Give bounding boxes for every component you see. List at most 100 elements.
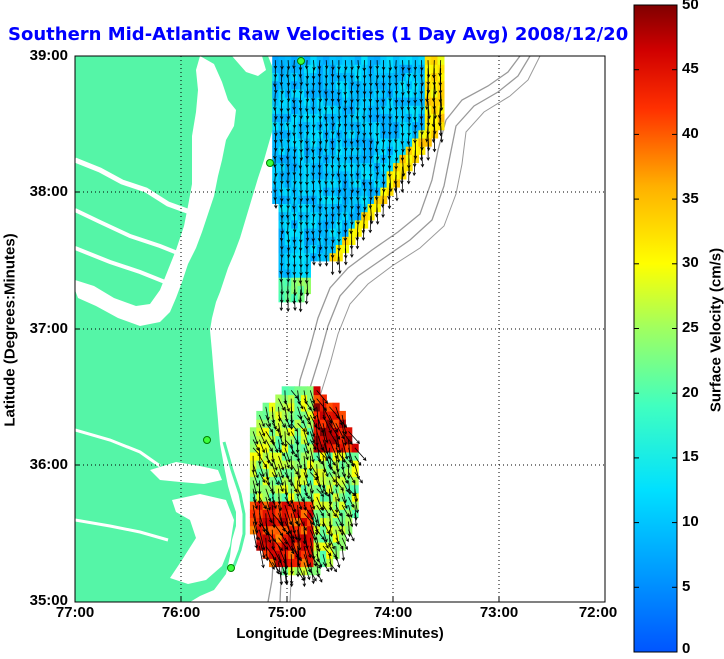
velocity-vector [330,133,335,145]
velocity-vector [258,505,262,528]
velocity-vector [279,133,284,143]
velocity-vector [290,422,298,432]
velocity-vector [413,84,418,97]
velocity-vector [375,92,380,104]
velocity-vector [369,76,373,87]
velocity-vector [298,117,303,128]
velocity-vector [368,68,373,78]
velocity-vector [330,109,335,121]
velocity-vector [350,215,354,226]
velocity-vector [265,431,274,444]
velocity-vector [328,488,333,506]
velocity-vector [284,406,289,423]
velocity-vector [286,232,291,244]
velocity-vector [321,472,326,489]
velocity-vector [284,455,290,469]
velocity-vector [380,191,385,208]
velocity-vector [431,125,436,143]
velocity-vector [381,133,386,144]
velocity-vector [321,496,325,511]
velocity-vectors [251,60,444,588]
velocity-vector [316,562,320,578]
colorbar-tick-label: 35 [682,190,699,207]
velocity-vector [305,133,309,145]
velocity-vector [304,289,309,305]
velocity-vector [259,455,267,469]
velocity-vector [317,100,322,113]
velocity-vector [420,125,424,136]
velocity-cell [304,56,311,65]
velocity-vector [334,545,339,561]
velocity-vector [252,439,260,452]
velocity-vector [322,545,332,557]
velocity-vector [341,504,350,518]
velocity-vector [343,191,347,201]
velocity-vector [324,232,328,243]
velocity-vector [286,166,291,177]
velocity-vector [350,182,354,194]
velocity-vector [259,463,265,478]
velocity-vector [284,447,291,463]
x-tick-label: 74:00 [373,604,413,621]
velocity-vector [343,76,348,87]
velocity-vector [316,488,325,498]
velocity-vector [316,545,320,563]
velocity-vector [362,125,367,137]
velocity-vector [400,109,405,120]
velocity-vector [311,182,316,194]
velocity-vector [322,562,330,573]
velocity-vector [381,199,385,218]
velocity-vector [265,537,269,562]
velocity-vector [309,496,316,510]
velocity-vector [309,504,318,524]
velocity-vector [323,109,328,121]
velocity-vector [331,60,335,71]
velocity-vector [324,182,328,194]
colorbar-tick-label: 5 [682,578,691,595]
velocity-vector [259,472,266,484]
velocity-vector [324,199,328,211]
velocity-vector [309,390,316,404]
velocity-vector [265,529,277,543]
velocity-vector [311,248,316,260]
york-river [75,246,171,286]
velocity-vector [293,281,297,297]
velocity-vector [311,109,316,120]
velocity-vector [318,199,322,211]
velocity-vector [334,496,339,514]
velocity-vector [413,133,417,144]
colorbar-label: Surface Velocity (cm/s) [707,247,724,413]
velocity-vector [388,125,392,136]
velocity-vector [323,100,328,111]
velocity-vector [286,182,290,193]
velocity-vector [278,439,282,454]
velocity-vector [350,199,354,210]
velocity-vector [284,545,289,570]
velocity-vector [305,207,309,219]
velocity-vector [438,68,443,87]
velocity-vector [318,182,323,194]
velocity-vector [299,281,304,297]
velocity-vector [348,472,356,484]
velocity-vector [259,537,266,559]
velocity-vector [322,554,328,568]
velocity-vector [273,141,278,152]
velocity-vector [278,562,284,586]
velocity-vector [303,472,310,487]
velocity-vector [330,100,334,111]
velocity-vector [309,537,316,560]
velocity-vector [265,496,271,511]
velocity-vector [317,232,322,242]
velocity-vector [354,513,358,527]
velocity-vector [337,109,341,120]
velocity-vector [274,166,278,177]
velocity-vector [401,158,406,177]
velocity-vector [401,60,405,71]
velocity-vector [271,406,276,424]
velocity-vector [343,125,348,136]
velocity-vector [355,141,360,152]
velocity-vector [309,447,315,463]
velocity-vector [343,68,347,79]
velocity-vector [355,232,360,250]
velocity-vector [350,109,354,119]
